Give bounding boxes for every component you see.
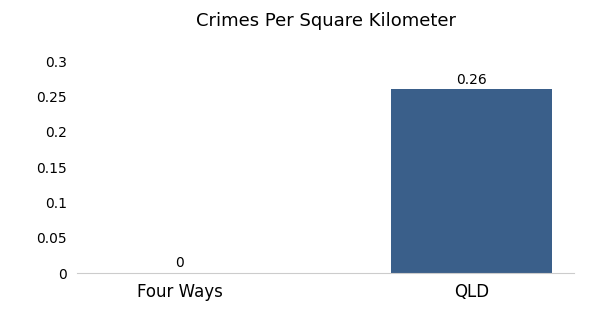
Text: 0.26: 0.26 [456, 73, 487, 87]
Text: 0: 0 [175, 256, 184, 270]
Bar [391, 89, 552, 273]
Title: Crimes Per Square Kilometer: Crimes Per Square Kilometer [195, 12, 456, 30]
